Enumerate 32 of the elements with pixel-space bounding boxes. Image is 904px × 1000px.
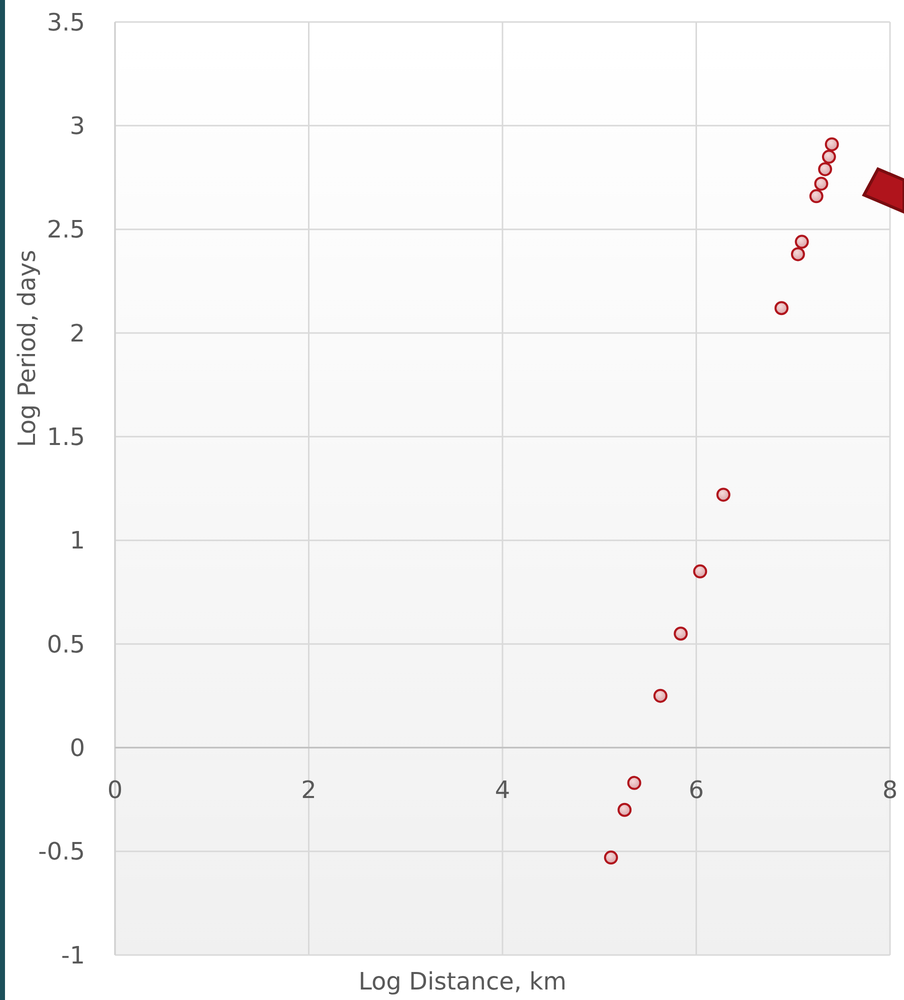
x-tick-label: 8 [882, 776, 898, 804]
y-tick-label: 2 [70, 319, 85, 348]
y-tick-label: 0 [70, 734, 85, 762]
x-axis-title: Log Distance, km [358, 967, 566, 996]
point [604, 850, 618, 865]
point [824, 137, 839, 152]
point [794, 234, 809, 249]
point [814, 176, 828, 191]
y-tick-label: -0.5 [38, 838, 85, 866]
y-tick-label: 3 [70, 112, 85, 140]
point [693, 564, 708, 578]
y-tick-label: 2.5 [46, 216, 85, 244]
y-axis-title: Log Period, days [13, 250, 41, 448]
point [818, 162, 832, 176]
point [716, 488, 730, 502]
point [822, 150, 836, 164]
y-tick-label: -1 [61, 941, 85, 970]
x-tick-label: 4 [494, 776, 510, 804]
point [809, 189, 824, 204]
x-tick-label: 2 [301, 776, 316, 804]
point [618, 802, 632, 817]
point [774, 301, 788, 316]
point [653, 688, 668, 703]
point [790, 247, 805, 262]
y-tick-label: 3.5 [46, 8, 85, 36]
point [627, 776, 642, 790]
y-tick-label: 1 [70, 526, 85, 555]
point [674, 626, 688, 641]
x-tick-label: 0 [107, 776, 123, 804]
y-tick-label: 1.5 [46, 423, 85, 452]
x-tick-label: 6 [688, 776, 704, 804]
y-tick-label: 0.5 [46, 630, 85, 658]
